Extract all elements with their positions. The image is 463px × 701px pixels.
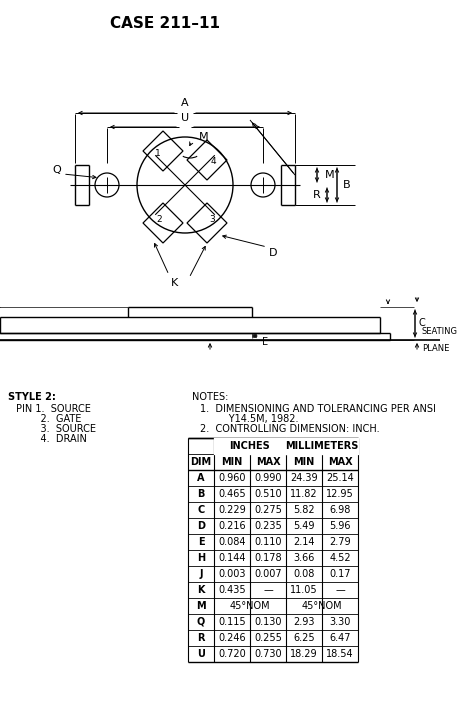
Text: STYLE 2:: STYLE 2: — [8, 392, 56, 402]
Text: 18.29: 18.29 — [289, 649, 317, 659]
Text: 0.216: 0.216 — [218, 521, 245, 531]
Text: 2.79: 2.79 — [328, 537, 350, 547]
Text: 4.  DRAIN: 4. DRAIN — [28, 434, 87, 444]
Text: 0.246: 0.246 — [218, 633, 245, 643]
Text: SEATING: SEATING — [421, 327, 457, 336]
Text: 3.66: 3.66 — [293, 553, 314, 563]
Text: 2: 2 — [156, 215, 162, 224]
Text: R: R — [313, 190, 320, 200]
Text: MILLIMETERS: MILLIMETERS — [285, 441, 358, 451]
Text: M: M — [324, 170, 334, 180]
Text: U: U — [181, 113, 188, 123]
Text: C: C — [197, 505, 204, 515]
Text: 5.49: 5.49 — [293, 521, 314, 531]
Text: 0.990: 0.990 — [254, 473, 281, 483]
Text: 25.14: 25.14 — [325, 473, 353, 483]
Text: 24.39: 24.39 — [289, 473, 317, 483]
Text: 2.14: 2.14 — [293, 537, 314, 547]
Text: D: D — [268, 248, 277, 258]
Text: Q: Q — [52, 165, 61, 175]
Text: 0.465: 0.465 — [218, 489, 245, 499]
Text: E: E — [262, 337, 268, 347]
Text: 6.47: 6.47 — [329, 633, 350, 643]
Text: 1.  DIMENSIONING AND TOLERANCING PER ANSI: 1. DIMENSIONING AND TOLERANCING PER ANSI — [200, 404, 435, 414]
Text: 0.007: 0.007 — [254, 569, 281, 579]
Text: DIM: DIM — [190, 457, 211, 467]
Text: 0.003: 0.003 — [218, 569, 245, 579]
Text: 4: 4 — [210, 158, 215, 167]
Text: 2.  CONTROLLING DIMENSION: INCH.: 2. CONTROLLING DIMENSION: INCH. — [200, 424, 379, 434]
Text: 0.720: 0.720 — [218, 649, 245, 659]
Text: 0.08: 0.08 — [293, 569, 314, 579]
Text: 0.960: 0.960 — [218, 473, 245, 483]
Text: 0.17: 0.17 — [329, 569, 350, 579]
Text: 0.730: 0.730 — [254, 649, 281, 659]
Text: 3.30: 3.30 — [329, 617, 350, 627]
Text: 3: 3 — [209, 215, 214, 224]
Text: D: D — [197, 521, 205, 531]
Text: 5.82: 5.82 — [293, 505, 314, 515]
Text: MIN: MIN — [221, 457, 242, 467]
Text: 45°NOM: 45°NOM — [301, 601, 342, 611]
Text: H: H — [196, 553, 205, 563]
Text: 18.54: 18.54 — [325, 649, 353, 659]
Text: A: A — [181, 98, 188, 108]
Text: J: J — [199, 569, 202, 579]
Text: 11.05: 11.05 — [289, 585, 317, 595]
Text: CASE 211–11: CASE 211–11 — [110, 16, 219, 31]
Text: Q: Q — [196, 617, 205, 627]
Text: 0.435: 0.435 — [218, 585, 245, 595]
Text: 1: 1 — [155, 149, 161, 158]
Text: R: R — [197, 633, 204, 643]
Text: 45°NOM: 45°NOM — [229, 601, 270, 611]
Text: 11.82: 11.82 — [289, 489, 317, 499]
Text: M: M — [199, 132, 208, 142]
Text: 4.52: 4.52 — [328, 553, 350, 563]
Text: 2.  GATE: 2. GATE — [28, 414, 81, 424]
Text: 3.  SOURCE: 3. SOURCE — [28, 424, 96, 434]
Text: 0.229: 0.229 — [218, 505, 245, 515]
Text: NOTES:: NOTES: — [192, 392, 228, 402]
Text: B: B — [197, 489, 204, 499]
Text: —: — — [263, 585, 272, 595]
Text: K: K — [197, 585, 204, 595]
Text: MIN: MIN — [293, 457, 314, 467]
Text: 0.178: 0.178 — [254, 553, 281, 563]
Text: U: U — [197, 649, 205, 659]
Text: 0.255: 0.255 — [254, 633, 282, 643]
Text: B: B — [342, 180, 350, 190]
Text: —: — — [334, 585, 344, 595]
Text: 0.275: 0.275 — [254, 505, 282, 515]
Text: 0.144: 0.144 — [218, 553, 245, 563]
Text: 6.98: 6.98 — [329, 505, 350, 515]
Text: 5.96: 5.96 — [329, 521, 350, 531]
Text: 2.93: 2.93 — [293, 617, 314, 627]
Text: 0.130: 0.130 — [254, 617, 281, 627]
Text: MAX: MAX — [255, 457, 280, 467]
Text: 0.084: 0.084 — [218, 537, 245, 547]
Text: 0.510: 0.510 — [254, 489, 281, 499]
Text: 0.235: 0.235 — [254, 521, 281, 531]
Text: 0.110: 0.110 — [254, 537, 281, 547]
Text: M: M — [196, 601, 206, 611]
Text: INCHES: INCHES — [229, 441, 270, 451]
Text: K: K — [171, 278, 178, 288]
Text: E: E — [197, 537, 204, 547]
Text: PLANE: PLANE — [421, 344, 448, 353]
Text: 6.25: 6.25 — [293, 633, 314, 643]
Text: A: A — [197, 473, 204, 483]
Text: MAX: MAX — [327, 457, 351, 467]
Text: 12.95: 12.95 — [325, 489, 353, 499]
Text: C: C — [418, 318, 425, 329]
Text: 0.115: 0.115 — [218, 617, 245, 627]
Text: Y14.5M, 1982.: Y14.5M, 1982. — [210, 414, 298, 424]
Text: PIN 1.  SOURCE: PIN 1. SOURCE — [16, 404, 91, 414]
